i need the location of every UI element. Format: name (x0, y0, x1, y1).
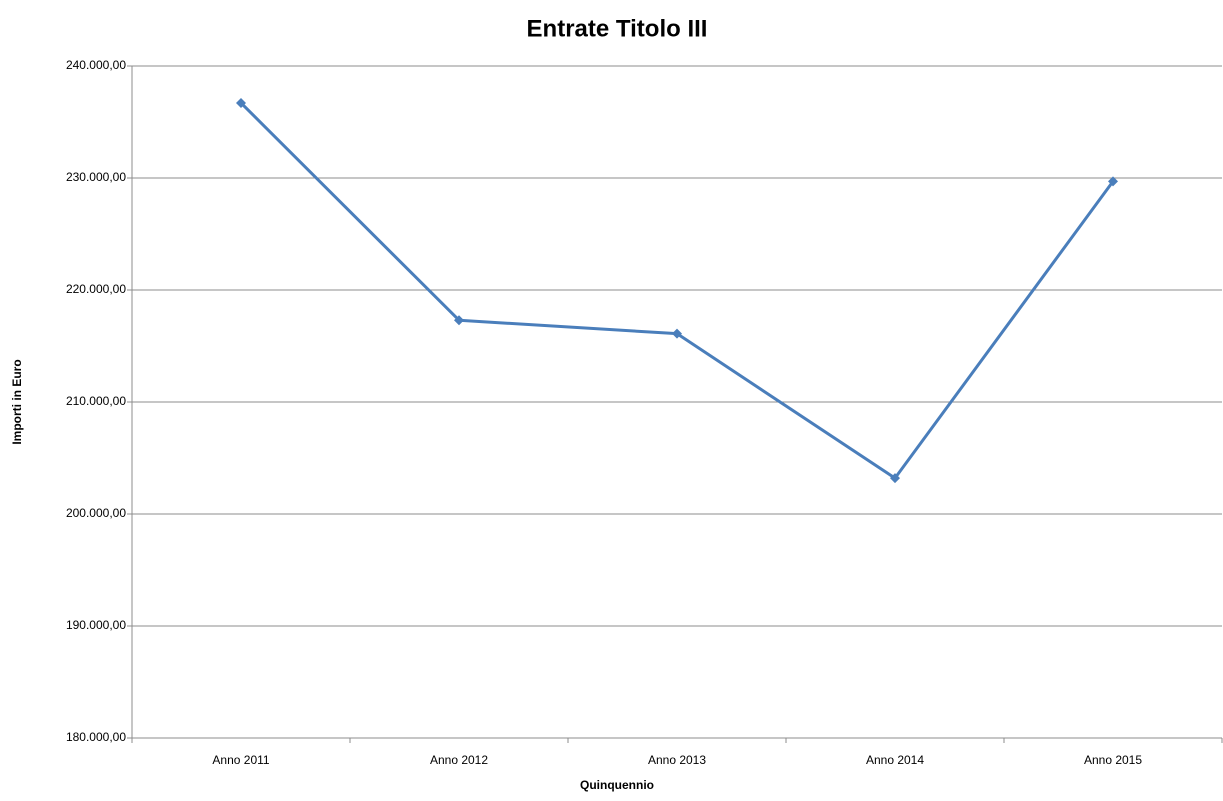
y-tick-label: 180.000,00 (66, 730, 126, 744)
y-tick-label: 220.000,00 (66, 282, 126, 296)
chart-title: Entrate Titolo III (527, 15, 708, 42)
x-tick-label: Anno 2014 (866, 753, 924, 767)
line (239, 101, 1115, 480)
marker (1108, 176, 1118, 187)
y-tick-label: 190.000,00 (66, 618, 126, 632)
y-tick-label: 230.000,00 (66, 170, 126, 184)
marker (672, 328, 682, 339)
y-tick-label: 200.000,00 (66, 506, 126, 520)
marker (890, 473, 900, 484)
x-tick-label: Anno 2011 (212, 753, 269, 767)
marker (236, 97, 246, 108)
x-axis-label: Quinquennio (580, 778, 654, 792)
y-axis-label: Importi in Euro (10, 359, 24, 444)
x-tick-label: Anno 2013 (648, 753, 706, 767)
x-tick-label: Anno 2012 (430, 753, 488, 767)
y-tick-label: 240.000,00 (66, 58, 126, 72)
x-tick-label: Anno 2015 (1084, 753, 1142, 767)
y-tick-label: 210.000,00 (66, 394, 126, 408)
marker (454, 315, 464, 326)
